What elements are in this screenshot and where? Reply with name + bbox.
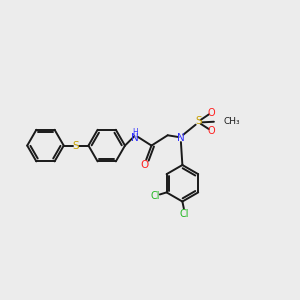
Text: N: N (177, 133, 185, 142)
Text: O: O (141, 160, 149, 170)
Text: O: O (207, 126, 215, 136)
Text: Cl: Cl (179, 209, 189, 219)
Text: S: S (73, 141, 80, 151)
Text: CH₃: CH₃ (224, 117, 240, 126)
Text: O: O (207, 108, 215, 118)
Text: Cl: Cl (151, 191, 160, 201)
Text: S: S (195, 116, 202, 126)
Text: N: N (131, 133, 139, 142)
Text: H: H (132, 128, 138, 137)
